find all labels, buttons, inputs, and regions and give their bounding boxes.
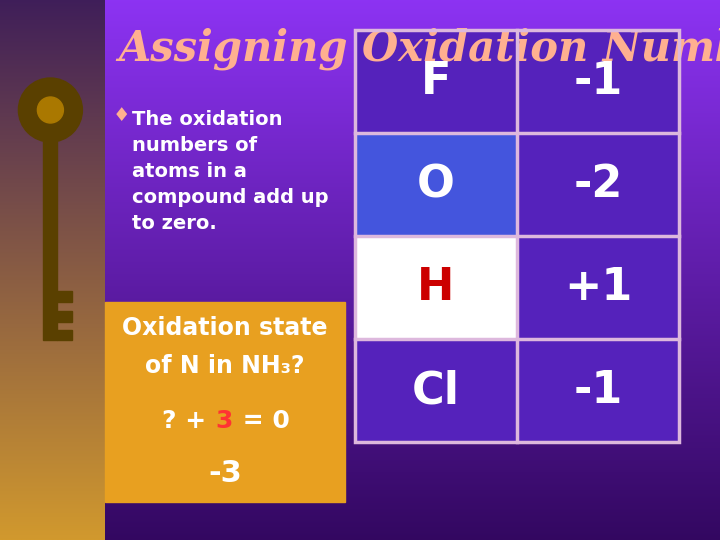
Text: ? +: ? +	[162, 409, 215, 433]
Bar	[355, 236, 517, 339]
Text: numbers of: numbers of	[132, 136, 257, 155]
Text: atoms in a: atoms in a	[132, 162, 247, 181]
Bar	[58, 311, 73, 322]
Bar	[58, 330, 73, 340]
Text: to zero.: to zero.	[132, 214, 217, 233]
Text: ♦: ♦	[113, 106, 130, 125]
Text: F: F	[420, 60, 451, 103]
Circle shape	[19, 78, 82, 142]
Bar	[355, 133, 517, 236]
Text: O: O	[417, 163, 455, 206]
Bar	[105, 302, 345, 502]
Bar	[517, 30, 679, 133]
Text: H: H	[418, 266, 455, 309]
Text: -1: -1	[573, 60, 623, 103]
Text: Cl: Cl	[412, 369, 460, 412]
Text: Assigning Oxidation Numbers: Assigning Oxidation Numbers	[118, 28, 720, 71]
Bar	[58, 291, 73, 302]
Bar	[43, 137, 58, 340]
Text: of N in NH₃?: of N in NH₃?	[145, 354, 305, 378]
Text: -3: -3	[208, 460, 242, 489]
Bar	[355, 30, 517, 133]
Bar	[517, 339, 679, 442]
Bar	[517, 133, 679, 236]
Circle shape	[37, 97, 63, 123]
Bar	[355, 339, 517, 442]
Text: 3: 3	[215, 409, 233, 433]
Text: -2: -2	[573, 163, 623, 206]
Text: +1: +1	[564, 266, 632, 309]
Bar	[517, 236, 679, 339]
Text: The oxidation: The oxidation	[132, 110, 282, 129]
Text: compound add up: compound add up	[132, 188, 328, 207]
Text: -1: -1	[573, 369, 623, 412]
Text: Oxidation state: Oxidation state	[122, 316, 328, 340]
Bar	[355, 30, 679, 442]
Text: = 0: = 0	[234, 409, 290, 433]
